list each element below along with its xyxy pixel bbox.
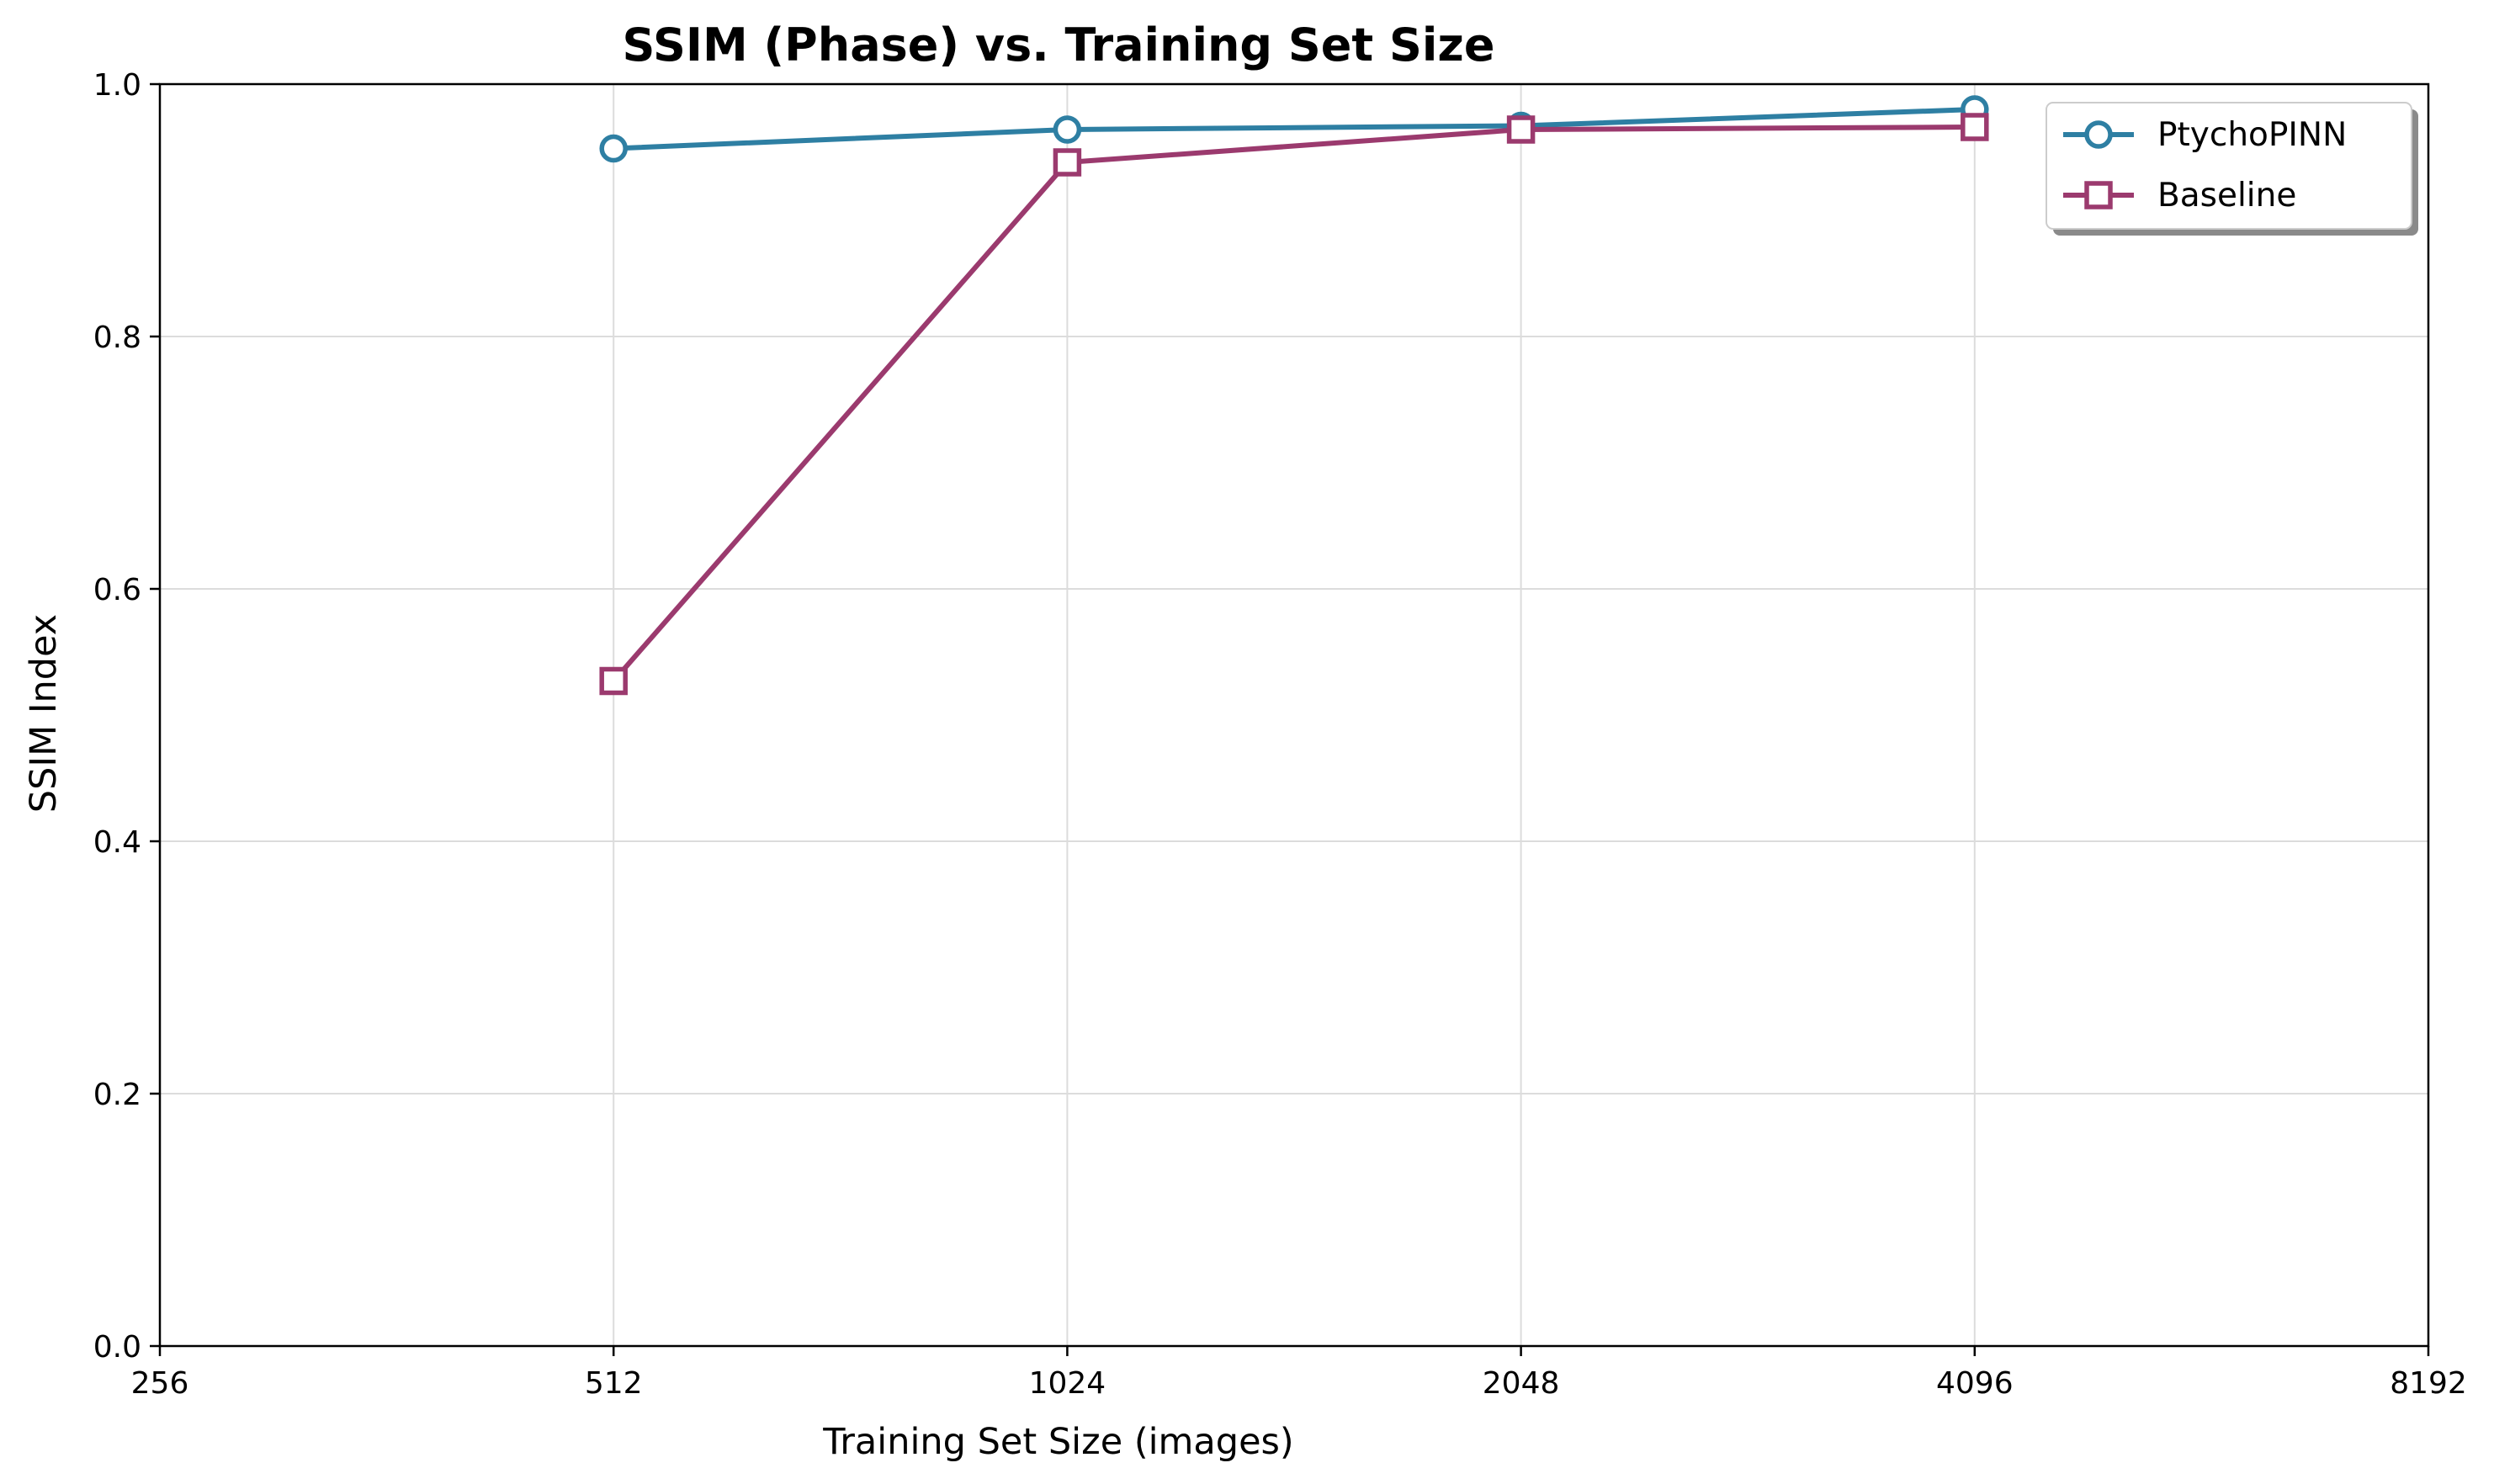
y-tick-label: 0.0 — [93, 1330, 141, 1365]
series-baseline — [599, 113, 1989, 696]
legend-marker-baseline — [2084, 181, 2113, 209]
data-point-baseline — [1961, 113, 1989, 141]
axis-ticks: 256 512 1024 2048 4096 8192 0.0 0.2 0.4 0.6 0.8 1.0 — [93, 68, 2467, 1401]
x-tick-label: 256 — [131, 1366, 189, 1401]
legend-box — [2046, 102, 2412, 230]
plot-frame — [158, 82, 2430, 1348]
chart-title: SSIM (Phase) vs. Training Set Size — [623, 19, 1495, 72]
x-tick-label: 4096 — [1936, 1366, 2014, 1401]
x-tick-label: 2048 — [1483, 1366, 1560, 1401]
x-axis-label: Training Set Size (images) — [822, 1421, 1293, 1463]
data-point-ptychopinn — [599, 134, 628, 163]
y-axis-label: SSIM Index — [23, 614, 65, 813]
data-point-baseline — [599, 666, 628, 696]
legend-marker-ptychopinn — [2084, 120, 2113, 149]
legend: PtychoPINN Baseline — [2046, 102, 2418, 236]
series-layer — [599, 95, 1989, 696]
grid — [159, 83, 2429, 1347]
data-point-baseline — [1053, 148, 1082, 177]
y-tick-label: 0.8 — [93, 321, 141, 355]
y-tick-label: 1.0 — [93, 68, 141, 103]
y-tick-label: 0.2 — [93, 1078, 141, 1112]
series-line-baseline — [611, 125, 1975, 683]
y-tick-label: 0.4 — [93, 825, 141, 860]
legend-label-baseline: Baseline — [2157, 177, 2296, 215]
data-point-ptychopinn — [1053, 115, 1082, 144]
x-tick-label: 1024 — [1029, 1366, 1106, 1401]
x-tick-label: 512 — [585, 1366, 643, 1401]
y-tick-label: 0.6 — [93, 573, 141, 607]
series-line-ptychopinn — [613, 107, 1975, 151]
legend-label-ptychopinn: PtychoPINN — [2157, 116, 2347, 154]
x-tick-label: 8192 — [2390, 1366, 2467, 1401]
data-point-baseline — [1506, 115, 1536, 144]
